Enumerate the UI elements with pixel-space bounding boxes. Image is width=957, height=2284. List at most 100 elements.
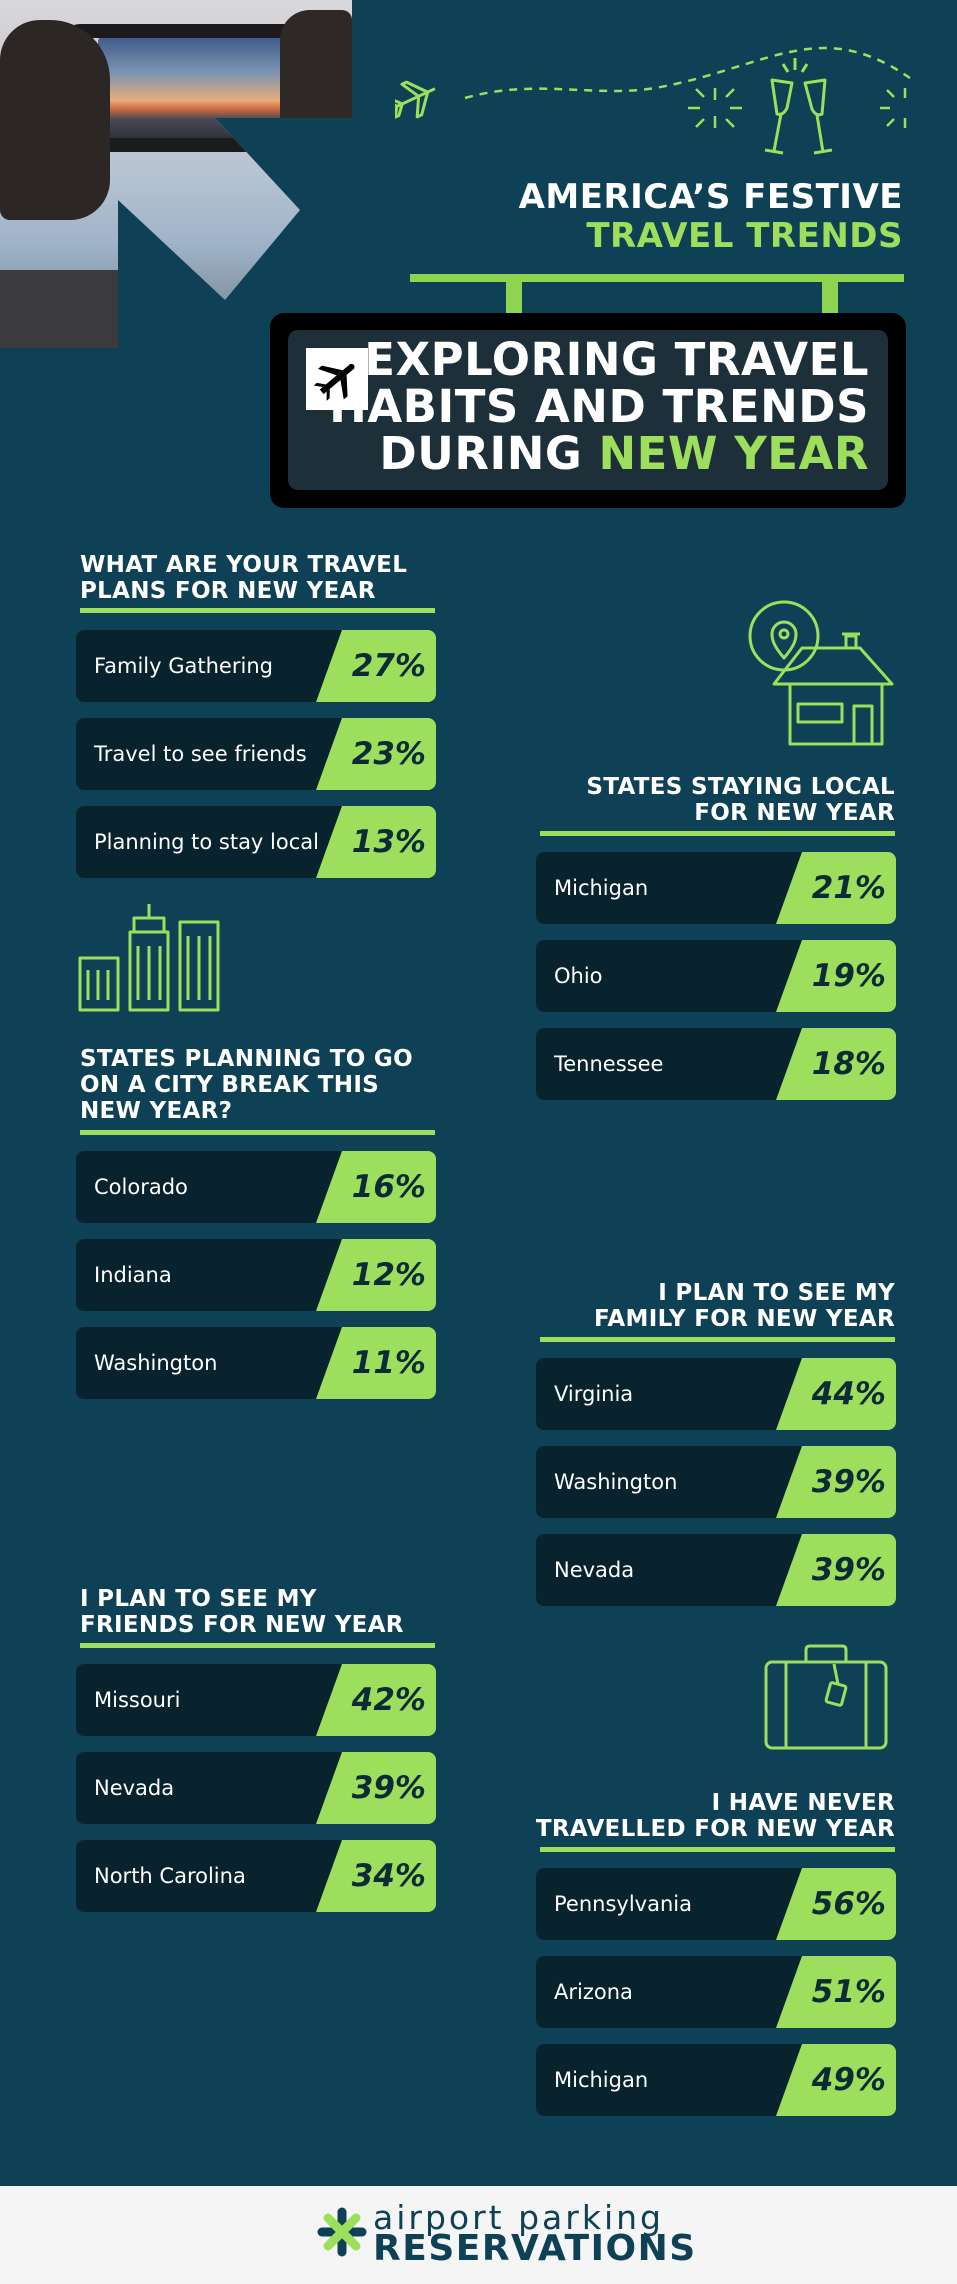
list-item: Pennsylvania 56% [536,1868,896,1940]
section-title-line: STATES PLANNING TO GO [80,1046,413,1072]
row-value: 16% [351,1169,426,1205]
section-rule [540,1847,895,1852]
sign-line-1: EXPLORING TRAVEL [364,333,869,386]
airplane-icon [395,80,436,119]
row-value: 39% [351,1770,426,1806]
sign-post-left [506,282,522,316]
row-label: Arizona [554,1980,633,2004]
title-line-2: TRAVEL TRENDS [586,216,903,256]
sign-post-right [822,282,838,316]
row-label: Virginia [554,1382,634,1406]
row-value: 12% [351,1257,426,1293]
row-label: Washington [94,1351,218,1375]
row-label: Nevada [94,1776,175,1800]
infographic-title: AMERICA’S FESTIVE TRAVEL TRENDS [519,178,903,256]
section-title-line: NEW YEAR? [80,1098,233,1124]
title-line-1: AMERICA’S FESTIVE [518,177,903,217]
row-value: 21% [811,870,886,906]
list-item: Washington 11% [76,1327,436,1399]
section-title-line: PLANS FOR NEW YEAR [80,578,376,604]
list-item: Nevada 39% [76,1752,436,1824]
row-value: 42% [351,1682,426,1718]
row-value: 23% [351,736,426,772]
row-value: 56% [811,1886,886,1922]
list-item: Virginia 44% [536,1358,896,1430]
row-label: Michigan [554,2068,649,2092]
row-label: Travel to see friends [94,742,307,766]
right-hand [280,10,352,160]
festive-icons [395,46,911,155]
plane-badge [306,348,368,410]
row-label: Missouri [94,1688,181,1712]
footer [0,2186,957,2284]
list-item: North Carolina 34% [76,1840,436,1912]
firework-icon [688,88,742,128]
row-label: Washington [554,1470,678,1494]
sign-line-2: HABITS AND TRENDS [329,380,869,433]
row-label: Indiana [94,1263,172,1287]
section-title-never-travelled: I HAVE NEVER TRAVELLED FOR NEW YEAR [536,1790,895,1842]
section-title-line: STATES STAYING LOCAL [586,774,895,800]
section-title-travel-plans: WHAT ARE YOUR TRAVEL PLANS FOR NEW YEAR [80,552,407,604]
house-location-icon [748,600,894,746]
left-hand [0,20,110,220]
section-title-line: TRAVELLED FOR NEW YEAR [535,1816,895,1842]
row-label: Tennessee [554,1052,664,1076]
section-title-line: I PLAN TO SEE MY [80,1586,317,1612]
section-title-see-family: I PLAN TO SEE MY FAMILY FOR NEW YEAR [594,1280,895,1332]
section-rule [540,831,895,836]
row-value: 34% [351,1858,426,1894]
section-title-line: ON A CITY BREAK THIS [80,1072,380,1098]
firework-icon [880,88,907,128]
row-label: Family Gathering [94,654,273,678]
list-item: Michigan 21% [536,852,896,924]
list-item: Travel to see friends 23% [76,718,436,790]
section-title-see-friends: I PLAN TO SEE MY FRIENDS FOR NEW YEAR [80,1586,404,1638]
champagne-glasses-icon [764,58,833,155]
sleeve [0,270,118,348]
row-value: 27% [351,648,426,684]
section-title-line: I PLAN TO SEE MY [658,1280,895,1306]
logo-star-icon [317,2207,367,2257]
row-value: 11% [351,1345,426,1381]
section-title-line: FOR NEW YEAR [694,800,895,826]
sign-line-3-white: DURING [379,427,599,480]
row-value: 39% [811,1552,886,1588]
list-item: Family Gathering 27% [76,630,436,702]
logo-text-top: airport parking [373,2198,664,2237]
section-title-city-break: STATES PLANNING TO GO ON A CITY BREAK TH… [80,1046,413,1124]
sign-heading: EXPLORING TRAVEL HABITS AND TRENDS DURIN… [329,336,869,477]
row-value: 18% [811,1046,886,1082]
departure-sign-panel [288,330,888,490]
list-item: Ohio 19% [536,940,896,1012]
list-item: Nevada 39% [536,1534,896,1606]
row-label: Michigan [554,876,649,900]
logo-text-bottom: RESERVATIONS [373,2228,697,2269]
row-value: 44% [811,1376,886,1412]
hero-photo-overlay [0,0,352,348]
list-item: Planning to stay local 13% [76,806,436,878]
section-rule [540,1337,895,1342]
row-label: Colorado [94,1175,188,1199]
row-value: 19% [811,958,886,994]
list-item: Michigan 49% [536,2044,896,2116]
row-label: Nevada [554,1558,635,1582]
row-value: 51% [811,1974,886,2010]
section-title-line: FAMILY FOR NEW YEAR [594,1306,895,1332]
row-label: Pennsylvania [554,1892,692,1916]
section-title-line: I HAVE NEVER [711,1790,895,1816]
row-label: Ohio [554,964,603,988]
airplane-icon [313,363,355,401]
section-title-line: WHAT ARE YOUR TRAVEL [80,552,408,578]
section-rule [80,1130,435,1135]
section-rule [80,608,435,613]
section-rule [80,1643,435,1648]
row-value: 13% [351,824,426,860]
list-item: Colorado 16% [76,1151,436,1223]
suitcase-icon [764,1644,888,1750]
section-title-staying-local: STATES STAYING LOCAL FOR NEW YEAR [586,774,895,826]
row-value: 49% [811,2062,886,2098]
list-item: Missouri 42% [76,1664,436,1736]
list-item: Arizona 51% [536,1956,896,2028]
list-item: Washington 39% [536,1446,896,1518]
